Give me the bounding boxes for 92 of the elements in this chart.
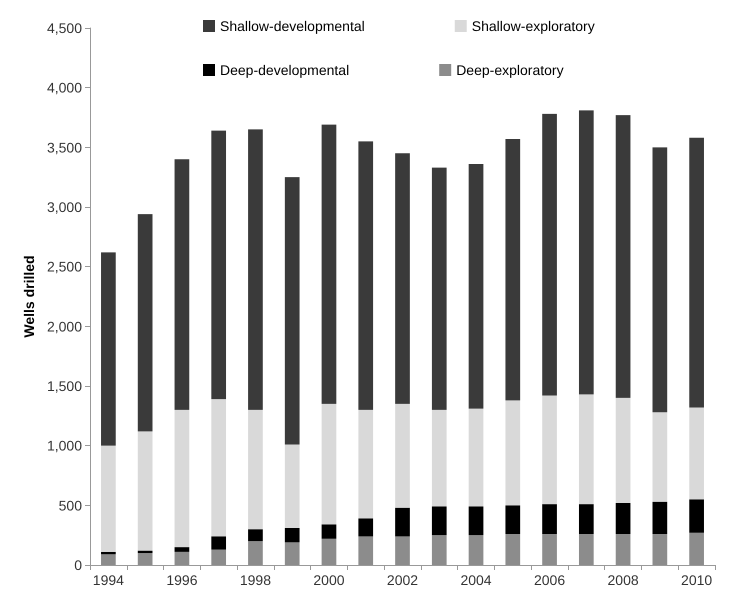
bar [468,164,484,409]
bar [211,399,226,536]
legend-label: Deep-developmental [220,62,350,78]
bar [505,505,520,534]
bar [542,114,557,396]
bar [432,168,447,410]
bar [652,412,668,502]
bar [174,552,190,565]
x-tick-label: 2000 [313,572,345,588]
bar [395,536,410,565]
bar [138,431,152,551]
bar [616,115,630,398]
y-tick-label: 2,000 [46,318,82,334]
x-tick-label: 1996 [166,572,198,588]
bar [358,141,374,410]
bar [689,499,704,533]
legend-label: Deep-exploratory [456,62,564,78]
bar [101,554,116,565]
bar [616,534,630,565]
y-tick-label: 4,000 [46,80,82,96]
bar [174,547,190,552]
y-tick-label: 4,500 [46,20,82,36]
bar [689,532,704,565]
bar [468,506,484,536]
bar [616,398,630,503]
bar [505,534,520,565]
bar [101,252,116,446]
bar [468,535,484,565]
y-tick-label: 2,500 [46,258,82,275]
bar [211,536,226,550]
bar [322,124,336,404]
bar [542,534,557,565]
bar [652,534,668,565]
bar [358,536,374,565]
y-tick-label: 3,000 [46,199,82,215]
bar [284,542,300,565]
x-tick-label: 2002 [386,572,418,588]
bar [578,394,594,504]
bar [505,400,520,506]
bar [138,550,152,554]
bar [248,529,263,542]
bar [248,410,263,530]
bar [322,538,336,565]
bar [211,130,226,400]
y-tick-label: 500 [58,497,82,514]
bar [174,410,190,548]
bar [174,159,190,410]
bar [505,138,520,400]
bar [322,524,336,539]
x-tick-label: 2008 [608,572,639,588]
x-tick-label: 2006 [534,572,566,588]
bar [432,410,447,507]
bar [284,528,300,542]
bar [138,214,152,432]
bar [578,534,594,565]
x-tick-label: 2010 [681,572,712,588]
x-tick-label: 2004 [460,572,492,588]
y-tick-label: 0 [74,557,82,573]
bar [652,502,668,534]
bar [211,549,226,565]
bar [689,138,704,408]
bar [432,535,447,565]
bar [358,518,374,536]
bar [395,404,410,508]
bar [689,407,704,500]
bar [542,504,557,534]
y-tick-label: 1,000 [46,438,82,454]
bar [395,153,410,404]
bar [432,506,447,536]
y-axis-title: Wells drilled [21,255,38,338]
x-tick-label: 1998 [240,572,272,588]
y-tick-label: 1,500 [46,378,82,394]
bar [248,129,263,410]
bar [578,504,594,534]
bar [542,396,557,504]
bar [101,446,116,552]
legend-label: Shallow-exploratory [472,18,595,34]
bar [652,147,668,412]
legend-label: Shallow-developmental [220,18,365,34]
bar [138,553,152,565]
bar [322,404,336,524]
bar [395,508,410,536]
bar [248,541,263,565]
bar [284,444,300,528]
bar [468,408,484,507]
x-tick-label: 1994 [92,572,124,588]
bar [616,502,630,534]
bar [101,552,116,554]
y-tick-label: 3,500 [46,139,82,156]
bar [578,110,594,394]
bar [284,177,300,444]
bar [358,410,374,518]
